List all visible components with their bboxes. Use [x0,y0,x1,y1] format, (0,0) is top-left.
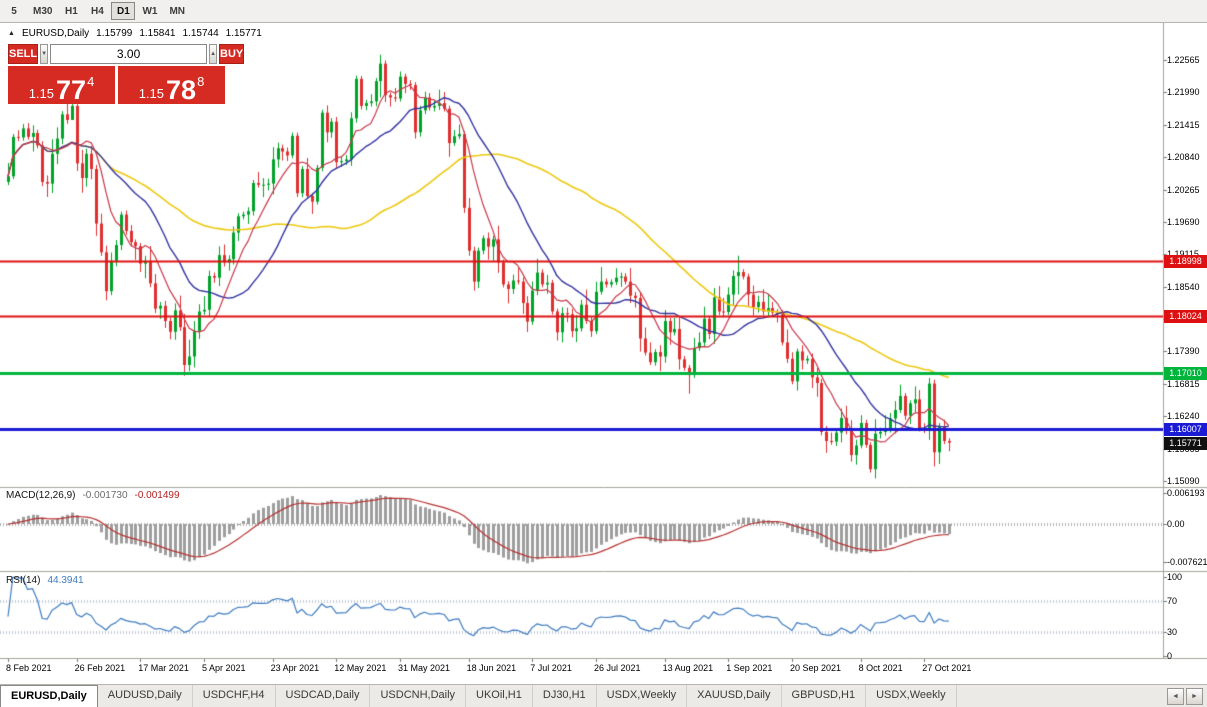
price-axis-label: 1.22565 [1167,55,1200,65]
ask-price-main-digits: 78 [166,74,197,105]
symbol-tab-ukoil-h1-5[interactable]: UKOil,H1 [466,685,533,707]
timeframe-button-w1[interactable]: W1 [137,2,162,20]
volume-decrease-button[interactable]: ▼ [40,44,49,64]
ohlc-low-value: 1.15744 [182,28,219,39]
time-axis-label: 8 Oct 2021 [858,663,903,673]
timeframe-button-d1[interactable]: D1 [111,2,136,20]
symbol-tab-eurusd-daily-0[interactable]: EURUSD,Daily [0,685,98,707]
symbol-tab-audusd-daily-1[interactable]: AUDUSD,Daily [97,685,193,707]
timeframe-button-5[interactable]: 5 [2,2,26,20]
price-axis-label: 1.20840 [1167,152,1200,163]
macd-axis-label: -0.007621 [1167,557,1207,568]
price-axis-label: 1.20265 [1167,184,1200,195]
volume-input[interactable] [50,44,208,64]
bid-price-main-digits: 77 [56,74,87,105]
price-axis-label: 1.18540 [1167,281,1200,292]
price-axis-label: 1.15090 [1167,476,1200,486]
symbol-tab-gbpusd-h1-9[interactable]: GBPUSD,H1 [781,685,867,707]
rsi-indicator-label: RSI(14) 44.3941 [6,575,84,586]
time-axis-label: 13 Aug 2021 [662,663,714,673]
current-price-tag: 1.15771 [1164,436,1207,450]
time-axis-label: 18 Jun 2021 [466,663,517,673]
price-axis-label: 1.19115 [1167,249,1199,259]
ask-price-prefix: 1.15 [138,85,165,101]
macd-title: MACD(12,26,9) [6,490,76,501]
bid-price-display[interactable]: 1.15 77 4 [8,66,115,104]
rsi-axis-label: 70 [1167,595,1178,606]
time-axis-label: 23 Apr 2021 [270,663,320,673]
ask-price-display[interactable]: 1.15 78 8 [118,66,225,104]
time-axis-label: 26 Feb 2021 [74,663,126,673]
ohlc-close-value: 1.15771 [225,28,262,39]
time-axis-label: 17 Mar 2021 [138,663,189,673]
bid-price-prefix: 1.15 [28,85,55,101]
macd-indicator-label: MACD(12,26,9) -0.001730 -0.001499 [6,490,180,501]
price-line-tag: 1.18024 [1164,309,1207,323]
trade-panel-prices-row: 1.15 77 4 1.15 78 8 [8,66,225,104]
macd-main-value: -0.001730 [82,490,128,501]
macd-axis-label: 0.006193 [1167,488,1205,499]
symbol-tab-usdcad-daily-3[interactable]: USDCAD,Daily [275,685,371,707]
rsi-axis-label: 30 [1167,627,1178,638]
time-axis-label: 8 Feb 2021 [6,663,52,673]
rsi-axis-label: 0 [1167,651,1173,661]
tabs-scroll-right-button[interactable]: ► [1186,687,1203,705]
tabs-scroll-left-button[interactable]: ◄ [1167,687,1184,705]
time-axis-label: 20 Sep 2021 [790,663,842,673]
macd-axis-label: 0.00 [1167,519,1185,529]
ohlc-open-value: 1.15799 [96,28,133,39]
rsi-title: RSI(14) [6,575,41,586]
rsi-value: 44.3941 [47,575,84,586]
bid-price-pip-digit: 4 [87,74,95,89]
symbol-tab-usdchf-h4-2[interactable]: USDCHF,H4 [192,685,276,707]
time-axis-label: 5 Apr 2021 [202,663,246,673]
timeframe-toolbar: 5 M30 H1 H4 D1 W1 MN [0,0,1207,23]
price-axis-label: 1.17390 [1167,346,1200,357]
symbol-tab-dj30-h1-6[interactable]: DJ30,H1 [532,685,597,707]
buy-button[interactable]: BUY [219,44,245,64]
price-line-tag: 1.18998 [1164,254,1207,268]
price-axis-label: 1.21415 [1167,119,1200,130]
time-axis-label: 7 Jul 2021 [530,663,572,673]
price-axis-label: 1.19690 [1167,216,1200,227]
symbol-tab-usdx-weekly-10[interactable]: USDX,Weekly [866,685,957,707]
macd-signal-value: -0.001499 [134,490,180,501]
timeframe-button-mn[interactable]: MN [164,2,190,20]
chart-symbol-label: EURUSD,Daily [21,28,90,39]
rsi-axis-label: 100 [1167,572,1183,582]
symbol-tab-xauusd-daily-8[interactable]: XAUUSD,Daily [687,685,782,707]
price-axis-label: 1.21990 [1167,87,1200,98]
symbol-tab-bar: EURUSD,Daily AUDUSD,Daily USDCHF,H4 USDCAD,… [0,684,1207,707]
price-line-tag: 1.16007 [1164,423,1207,437]
volume-increase-button[interactable]: ▲ [209,44,218,64]
trade-panel-controls-row: SELL ▼ ▲ BUY [8,44,245,64]
timeframe-button-h1[interactable]: H1 [59,2,83,20]
time-axis-label: 12 May 2021 [334,663,387,673]
price-axis-label: 1.16240 [1167,411,1200,422]
symbol-tab-usdx-weekly-7[interactable]: USDX,Weekly [596,685,688,707]
sell-button[interactable]: SELL [8,44,39,64]
time-axis-label: 1 Sep 2021 [726,663,773,673]
symbol-tabs: EURUSD,Daily AUDUSD,Daily USDCHF,H4 USDCAD,… [0,685,957,707]
symbol-tab-usdcnh-daily-4[interactable]: USDCNH,Daily [370,685,467,707]
timeframe-button-h4[interactable]: H4 [85,2,109,20]
one-click-trade-panel: SELL ▼ ▲ BUY 1.15 77 4 1.15 78 8 [8,44,245,104]
ohlc-high-value: 1.15841 [139,28,176,39]
ask-price-pip-digit: 8 [197,74,205,89]
price-line-tag: 1.17010 [1164,366,1207,380]
tab-scroll-controls: ◄ ► [1163,687,1207,705]
timeframe-button-m30[interactable]: M30 [28,2,57,20]
time-axis-label: 27 Oct 2021 [922,663,972,673]
chart-ohlc-header: ▲ EURUSD,Daily 1.15799 1.15841 1.15744 1… [8,28,262,39]
price-axis-label: 1.16815 [1167,378,1200,389]
collapse-panel-icon[interactable]: ▲ [8,30,15,37]
time-axis-label: 31 May 2021 [398,663,451,673]
time-axis-label: 26 Jul 2021 [594,663,641,673]
